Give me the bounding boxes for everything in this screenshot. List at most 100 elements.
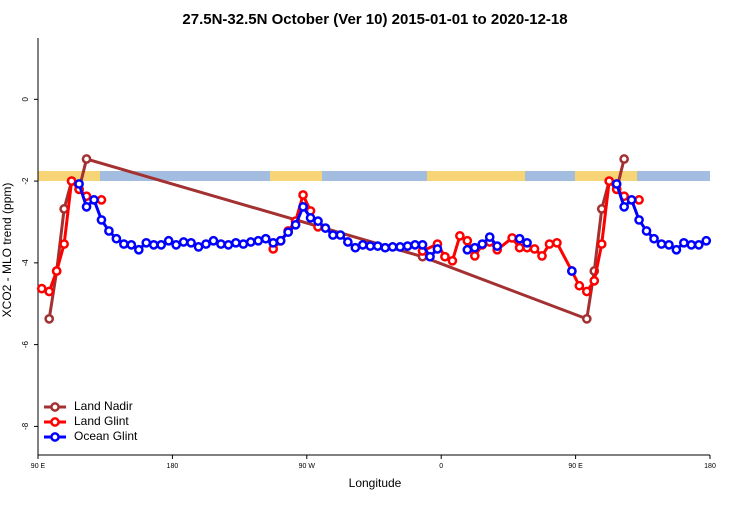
data-point [335, 230, 346, 240]
data-point [81, 201, 92, 212]
legend-label: Land Glint [74, 414, 129, 428]
data-point [126, 240, 137, 250]
data-point [552, 237, 562, 248]
data-point [656, 239, 667, 249]
legend-label: Ocean Glint [74, 429, 138, 443]
data-point [574, 280, 585, 291]
data-point [581, 314, 592, 324]
data-point [59, 239, 69, 249]
data-point [641, 226, 652, 236]
data-point [484, 232, 495, 242]
y-axis-label: XCO2 - MLO trend (ppm) [0, 183, 14, 318]
data-point [171, 240, 181, 250]
data-point [686, 240, 697, 250]
data-point [275, 235, 286, 246]
data-point [133, 244, 144, 255]
data-point [148, 240, 159, 250]
data-point [619, 154, 629, 164]
data-point [81, 154, 92, 164]
data-point [537, 251, 547, 261]
x-tick-label: 90 E [31, 463, 46, 470]
data-point [51, 266, 62, 276]
data-point [44, 286, 55, 297]
data-point [440, 251, 450, 262]
data-point [581, 286, 592, 297]
data-point [223, 240, 234, 250]
data-point [634, 215, 644, 225]
y-tick-label: -6 [21, 341, 30, 349]
data-point [455, 231, 465, 241]
data-point [671, 244, 682, 255]
data-point [477, 239, 488, 249]
data-point [343, 237, 353, 247]
legend-marker [50, 417, 60, 427]
data-point [201, 239, 211, 249]
data-point [372, 241, 383, 251]
data-point [522, 237, 532, 248]
data-point [402, 241, 413, 251]
data-point [626, 195, 637, 205]
data-point [567, 266, 577, 276]
legend-label: Land Nadir [74, 399, 133, 413]
x-tick-label: 180 [704, 463, 716, 470]
data-point [186, 237, 196, 248]
data-point [96, 195, 107, 205]
y-tick-label: -4 [21, 259, 30, 267]
y-tick-label: -2 [21, 177, 30, 185]
data-point [529, 244, 540, 254]
data-point [66, 176, 77, 186]
data-point [104, 226, 114, 236]
data-point [36, 283, 47, 294]
data-point [619, 201, 629, 212]
data-point [44, 314, 55, 324]
series-line [47, 157, 626, 321]
data-point [260, 233, 271, 244]
data-point [462, 235, 473, 246]
legend-marker [50, 402, 60, 412]
data-point [268, 237, 279, 248]
data-point [253, 235, 264, 246]
data-point [298, 201, 308, 212]
data-point [514, 233, 525, 244]
data-point [328, 230, 338, 240]
land-strip [575, 171, 637, 181]
data-point [679, 237, 689, 248]
data-point [96, 215, 107, 225]
data-point [290, 219, 301, 230]
data-point [469, 251, 480, 261]
legend-marker [50, 432, 60, 442]
data-point [74, 179, 84, 189]
data-point [447, 255, 458, 266]
series-line [421, 177, 640, 294]
data-point [231, 237, 241, 248]
data-point [380, 242, 391, 253]
land-strip [427, 171, 525, 181]
data-point [163, 235, 174, 246]
x-tick-label: 90 W [299, 463, 316, 470]
data-point [589, 275, 600, 286]
data-point [156, 240, 167, 250]
data-point [492, 241, 503, 251]
data-point [649, 233, 659, 244]
data-point [141, 237, 152, 248]
data-point [208, 235, 219, 246]
data-point [693, 240, 704, 250]
data-point [305, 213, 316, 223]
data-point [111, 233, 122, 244]
data-point [387, 242, 398, 252]
x-tick-label: 0 [439, 463, 443, 470]
plot-area [36, 154, 712, 324]
x-tick-label: 180 [167, 463, 179, 470]
data-point [365, 241, 376, 251]
data-point [701, 235, 712, 246]
data-point [634, 195, 644, 205]
data-point [238, 239, 249, 249]
data-point [350, 242, 361, 253]
data-point [469, 242, 480, 253]
data-point [462, 244, 473, 255]
data-point [507, 233, 517, 243]
land-ocean-strip [38, 171, 710, 181]
ocean-strip [38, 171, 710, 181]
data-point [245, 237, 256, 247]
land-strip [38, 171, 100, 181]
